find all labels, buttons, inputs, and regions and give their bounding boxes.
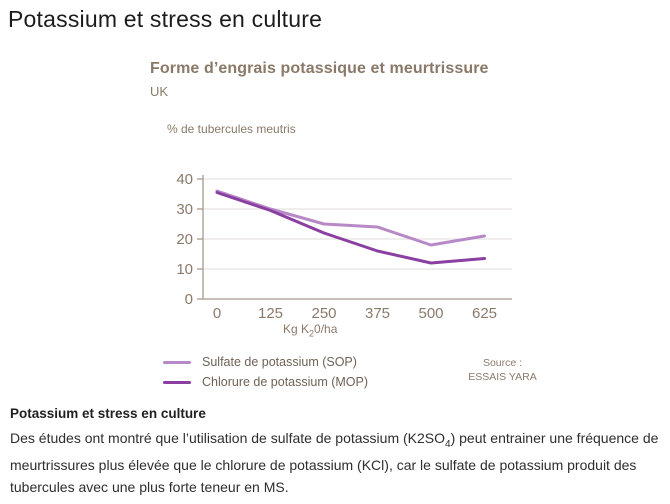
page-title: Potassium et stress en culture bbox=[8, 6, 323, 32]
svg-text:0: 0 bbox=[213, 305, 221, 322]
line-chart-svg: 0 10 20 30 40 0 125 250 375 500 625 bbox=[176, 171, 512, 322]
legend-label-mop: Chlorure de potassium (MOP) bbox=[202, 375, 369, 389]
svg-text:20: 20 bbox=[176, 231, 193, 248]
legend-label-sop: Sulfate de potassium (SOP) bbox=[202, 355, 357, 369]
source-value: ESSAIS YARA bbox=[468, 371, 537, 383]
legend-item-mop: Chlorure de potassium (MOP) bbox=[163, 372, 368, 392]
svg-text:500: 500 bbox=[418, 305, 443, 322]
svg-text:375: 375 bbox=[365, 305, 390, 322]
chart-title: Forme d’engrais potassique et meurtrissu… bbox=[150, 60, 489, 77]
svg-text:40: 40 bbox=[176, 171, 193, 188]
chart-source: Source : ESSAIS YARA bbox=[445, 356, 560, 384]
svg-text:125: 125 bbox=[258, 305, 283, 322]
line-chart-plot: 0 10 20 30 40 0 125 250 375 500 625 bbox=[160, 168, 530, 346]
mop-line-swatch bbox=[163, 380, 191, 384]
chart-legend: Sulfate de potassium (SOP) Chlorure de p… bbox=[163, 352, 368, 392]
chart-subtitle: UK bbox=[150, 84, 169, 99]
y-axis-caption: % de tubercules meutris bbox=[167, 122, 296, 136]
svg-text:625: 625 bbox=[472, 305, 497, 322]
legend-item-sop: Sulfate de potassium (SOP) bbox=[163, 352, 368, 372]
chart-block: Forme d’engrais potassique et meurtrissu… bbox=[150, 60, 560, 392]
footer-heading: Potassium et stress en culture bbox=[10, 406, 206, 421]
footer-paragraph: Des études ont montré que l’utilisation … bbox=[10, 430, 659, 495]
svg-text:0: 0 bbox=[185, 291, 193, 308]
sop-line-swatch bbox=[163, 360, 191, 364]
x-axis-label: Kg K20/ha bbox=[283, 322, 338, 339]
source-label: Source : bbox=[482, 357, 523, 369]
svg-text:10: 10 bbox=[176, 261, 193, 278]
svg-text:30: 30 bbox=[176, 201, 193, 218]
svg-text:250: 250 bbox=[311, 305, 336, 322]
